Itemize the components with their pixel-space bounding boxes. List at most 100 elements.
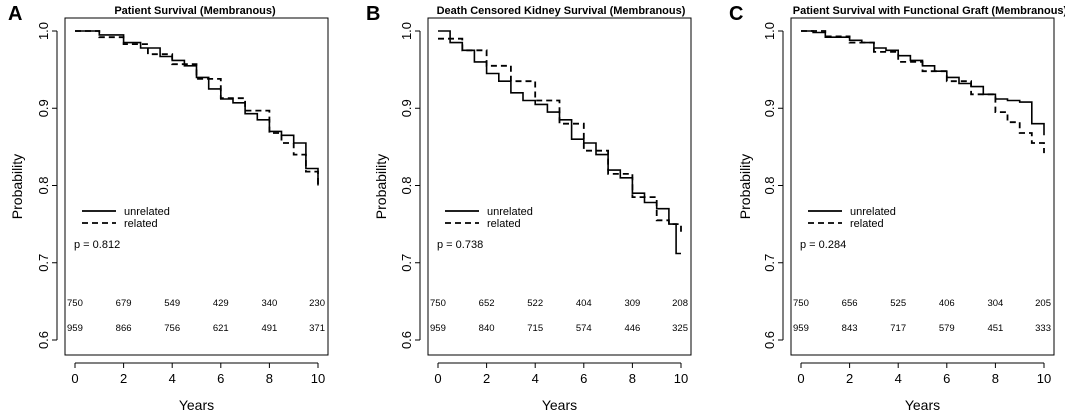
x-tick-label: 8 [992, 371, 999, 386]
series-line-related [75, 30, 319, 186]
y-tick-label: 0.6 [399, 331, 414, 349]
at-risk-related: 333 [1035, 323, 1051, 334]
x-tick-label: 10 [1037, 371, 1051, 386]
y-axis-label: Probability [373, 154, 389, 219]
at-risk-related: 491 [261, 323, 277, 334]
panel-letter: B [366, 3, 380, 25]
y-tick-label: 1.0 [36, 22, 51, 40]
series-line-unrelated [75, 30, 319, 186]
y-tick-label: 1.0 [399, 22, 414, 40]
y-axis-label: Probability [737, 154, 753, 219]
at-risk-related: 325 [672, 323, 688, 334]
at-risk-unrelated: 340 [261, 298, 277, 309]
x-tick-label: 0 [797, 371, 804, 386]
x-axis-label: Years [179, 397, 214, 413]
at-risk-related: 715 [527, 323, 543, 334]
at-risk-related: 756 [164, 323, 180, 334]
y-tick-label: 0.8 [762, 176, 777, 194]
at-risk-unrelated: 309 [624, 298, 640, 309]
legend-label: unrelated [487, 206, 533, 218]
chart-title: Death Censored Kidney Survival (Membrano… [437, 5, 686, 17]
panel-letter: A [8, 3, 22, 25]
x-tick-label: 4 [895, 371, 902, 386]
x-axis-label: Years [905, 397, 940, 413]
x-tick-label: 8 [266, 371, 273, 386]
at-risk-unrelated: 656 [842, 298, 858, 309]
x-tick-label: 0 [434, 371, 441, 386]
x-tick-label: 4 [169, 371, 176, 386]
at-risk-related: 446 [624, 323, 640, 334]
at-risk-related: 840 [479, 323, 495, 334]
plot-frame [64, 17, 329, 356]
chart-title: Patient Survival with Functional Graft (… [793, 5, 1065, 17]
at-risk-related: 451 [987, 323, 1003, 334]
series-line-unrelated [438, 30, 681, 255]
plot-frame [427, 17, 692, 356]
at-risk-unrelated: 750 [793, 298, 809, 309]
at-risk-unrelated: 679 [116, 298, 132, 309]
at-risk-related: 959 [67, 323, 83, 334]
y-tick-label: 0.8 [399, 176, 414, 194]
y-tick-label: 1.0 [762, 22, 777, 40]
x-tick-label: 2 [846, 371, 853, 386]
at-risk-unrelated: 522 [527, 298, 543, 309]
series-line-related [438, 37, 682, 236]
legend-label: unrelated [124, 206, 170, 218]
at-risk-related: 579 [939, 323, 955, 334]
x-tick-label: 4 [532, 371, 539, 386]
at-risk-related: 717 [890, 323, 906, 334]
y-tick-label: 0.7 [762, 254, 777, 272]
legend-label: related [124, 218, 158, 230]
x-tick-label: 8 [629, 371, 636, 386]
at-risk-related: 843 [842, 323, 858, 334]
y-tick-label: 0.6 [762, 331, 777, 349]
y-tick-label: 0.9 [399, 99, 414, 117]
y-tick-label: 0.7 [399, 254, 414, 272]
at-risk-unrelated: 230 [309, 298, 325, 309]
x-tick-label: 10 [311, 371, 325, 386]
y-axis-label: Probability [9, 154, 25, 219]
panel-a: A Patient Survival (Membranous) 0 2 4 6 8 10 Yea… [8, 3, 329, 413]
x-tick-label: 6 [943, 371, 950, 386]
x-tick-label: 6 [580, 371, 587, 386]
plot-frame [790, 17, 1055, 356]
x-tick-label: 0 [71, 371, 78, 386]
at-risk-unrelated: 304 [987, 298, 1003, 309]
panel-b: B Death Censored Kidney Survival (Membran… [366, 3, 692, 413]
at-risk-unrelated: 404 [576, 298, 592, 309]
p-value: p = 0.284 [800, 239, 846, 251]
x-tick-label: 2 [483, 371, 490, 386]
x-tick-label: 10 [674, 371, 688, 386]
at-risk-unrelated: 429 [213, 298, 229, 309]
at-risk-related: 621 [213, 323, 229, 334]
at-risk-unrelated: 652 [479, 298, 495, 309]
at-risk-unrelated: 750 [430, 298, 446, 309]
y-tick-label: 0.6 [36, 331, 51, 349]
at-risk-related: 574 [576, 323, 592, 334]
legend-label: related [487, 218, 521, 230]
y-tick-label: 0.9 [762, 99, 777, 117]
at-risk-unrelated: 208 [672, 298, 688, 309]
at-risk-unrelated: 549 [164, 298, 180, 309]
y-tick-label: 0.9 [36, 99, 51, 117]
panel-letter: C [729, 3, 743, 25]
series-line-related [801, 30, 1045, 154]
series-line-unrelated [801, 30, 1045, 136]
p-value: p = 0.738 [437, 239, 483, 251]
x-tick-label: 6 [217, 371, 224, 386]
at-risk-related: 959 [793, 323, 809, 334]
y-tick-label: 0.7 [36, 254, 51, 272]
legend-label: unrelated [850, 206, 896, 218]
at-risk-unrelated: 750 [67, 298, 83, 309]
p-value: p = 0.812 [74, 239, 120, 251]
at-risk-related: 959 [430, 323, 446, 334]
at-risk-unrelated: 525 [890, 298, 906, 309]
at-risk-unrelated: 406 [939, 298, 955, 309]
at-risk-unrelated: 205 [1035, 298, 1051, 309]
legend-label: related [850, 218, 884, 230]
x-tick-label: 2 [120, 371, 127, 386]
chart-title: Patient Survival (Membranous) [114, 5, 276, 17]
x-axis-label: Years [542, 397, 577, 413]
at-risk-related: 866 [116, 323, 132, 334]
